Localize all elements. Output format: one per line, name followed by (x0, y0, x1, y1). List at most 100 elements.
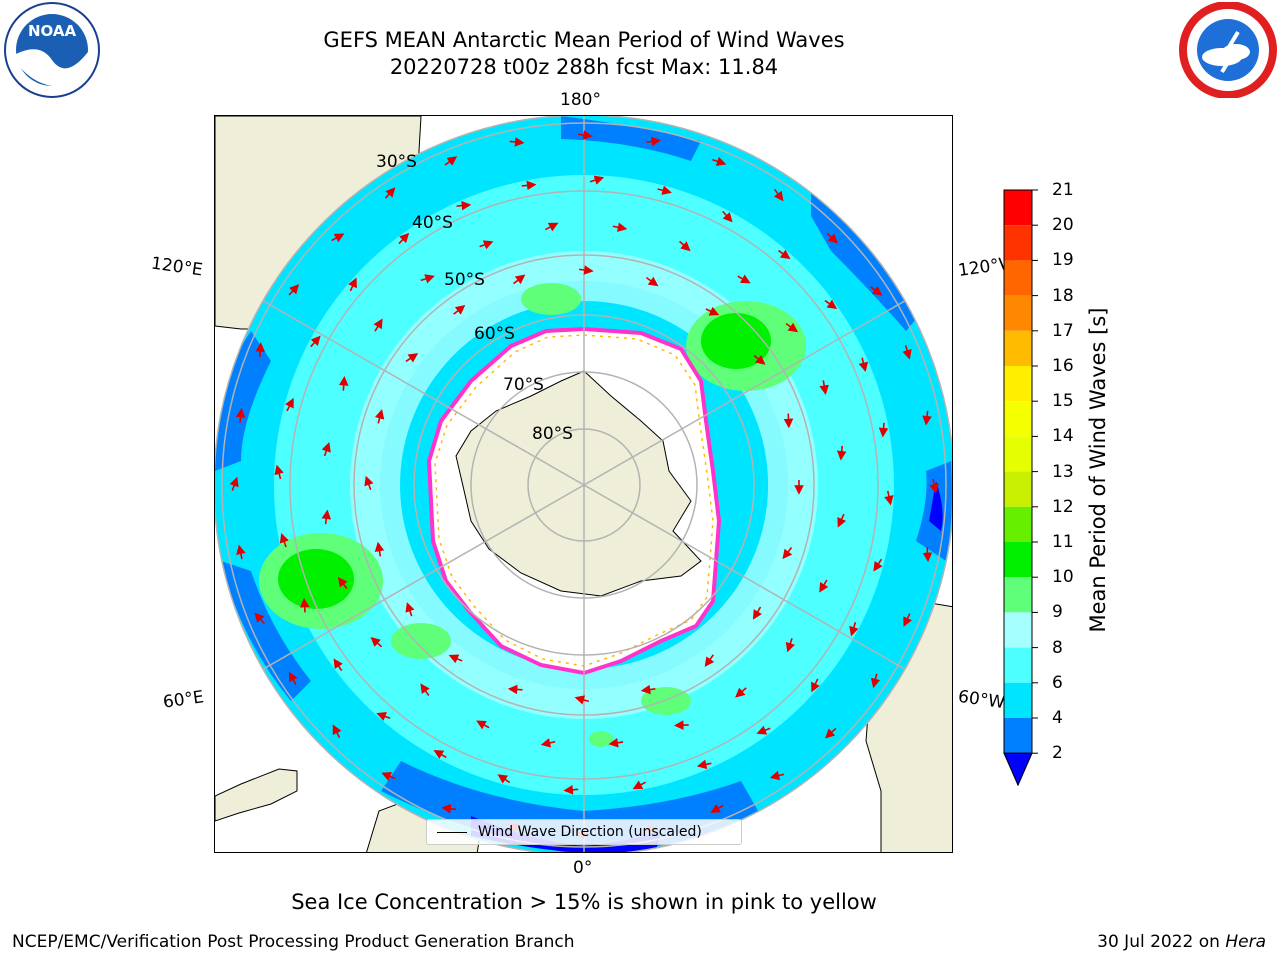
colorbar-tick-label: 8 (1052, 637, 1063, 658)
wind-wave-arrow (819, 380, 829, 395)
wind-wave-arrow (563, 785, 579, 795)
wind-wave-arrow (737, 274, 751, 284)
wind-wave-arrow (507, 684, 523, 695)
wind-wave-arrow (870, 673, 881, 689)
wind-wave-arrow (929, 478, 939, 494)
colorbar-tick-label: 21 (1052, 180, 1074, 200)
wind-wave-arrow (878, 422, 889, 438)
wind-wave-arrow (873, 558, 883, 572)
wind-wave-arrow (824, 299, 838, 310)
colorbar-bin (1004, 295, 1032, 331)
wind-wave-arrow (824, 727, 837, 739)
wind-wave-arrow (229, 476, 239, 491)
wind-wave-arrow (456, 200, 472, 211)
wind-wave-arrow (903, 613, 912, 627)
wind-wave-arrow (646, 136, 662, 147)
wind-wave-arrow (849, 622, 859, 637)
colorbar-tick-label: 20 (1052, 215, 1074, 236)
wind-wave-arrow (235, 407, 246, 423)
wind-wave-arrow (752, 606, 762, 620)
wind-wave-arrow (785, 322, 799, 333)
wind-wave-arrow (420, 683, 430, 696)
colorbar-bin (1004, 190, 1032, 226)
wind-wave-arrow (370, 637, 383, 648)
footer-credit: NCEP/EMC/Verification Post Processing Pr… (12, 932, 575, 952)
wind-wave-arrow (722, 210, 733, 223)
wind-wave-arrow (705, 306, 720, 316)
lon-label-60e: 60°E (161, 687, 206, 713)
wind-wave-arrow (374, 541, 385, 557)
wind-wave-arrow (398, 232, 410, 245)
wind-wave-arrow (331, 233, 345, 243)
wind-wave-arrow (476, 720, 490, 730)
map-frame (214, 115, 953, 853)
wind-wave-arrow (321, 442, 331, 457)
wind-wave-arrow (348, 277, 357, 292)
wind-wave-arrow (884, 490, 894, 506)
colorbar-under-triangle (1003, 752, 1033, 786)
wind-wave-arrow (453, 305, 466, 315)
colorbar-bin (1004, 225, 1032, 261)
colorbar-tick-label: 11 (1052, 532, 1074, 552)
colorbar-tick-label: 14 (1052, 426, 1074, 447)
wind-wave-arrow (858, 357, 869, 373)
colorbar-bin (1004, 506, 1032, 542)
sea-ice-caption: Sea Ice Concentration > 15% is shown in … (291, 890, 877, 914)
lat-label-40s: 40°S (412, 213, 453, 233)
colorbar-bin (1004, 401, 1032, 437)
wind-wave-arrow (509, 137, 525, 147)
footer-machine: Hera (1225, 932, 1266, 952)
wind-wave-arrow (769, 770, 785, 781)
wind-wave-arrow (364, 475, 374, 490)
wind-wave-arrow (381, 772, 396, 781)
wind-wave-arrow (782, 547, 793, 560)
colorbar (1003, 189, 1038, 786)
wind-wave-arrow (819, 579, 829, 593)
wind-wave-arrow (902, 345, 912, 360)
colorbar-bin (1004, 612, 1032, 648)
wind-wave-arrow (710, 803, 724, 813)
map-subtitle: 20220728 t00z 288h fcst Max: 11.84 (389, 55, 779, 79)
colorbar-bin (1004, 542, 1032, 578)
wind-wave-arrow (310, 335, 321, 348)
wind-wave-arrow (696, 759, 712, 770)
wind-wave-arrow (922, 547, 933, 563)
colorbar-label: Mean Period of Wind Waves [s] (1086, 307, 1110, 633)
lat-label-60s: 60°S (474, 324, 515, 344)
wind-wave-arrow (837, 513, 847, 528)
nws-logo (1178, 1, 1278, 102)
wind-wave-arrow (288, 284, 300, 296)
lon-label-top: 180° (560, 90, 601, 110)
wind-wave-arrow (645, 276, 659, 287)
wind-wave-arrow (777, 249, 791, 260)
wind-wave-arrow (274, 464, 284, 480)
lat-label-70s: 70°S (503, 375, 544, 395)
wind-wave-arrow (420, 274, 435, 284)
colorbar-bin (1004, 577, 1032, 613)
wind-wave-arrow (441, 803, 456, 814)
wind-wave-arrow (288, 671, 298, 686)
colorbar-tick-label: 15 (1052, 391, 1074, 412)
lon-label-60w: 60°W (956, 686, 1007, 714)
wind-wave-arrow (405, 602, 415, 617)
wind-wave-arrow (679, 240, 691, 252)
colorbar-tick-label: 2 (1052, 743, 1063, 764)
wind-wave-arrow (632, 780, 647, 790)
wind-wave-arrow (254, 612, 265, 625)
map-title: GEFS MEAN Antarctic Mean Period of Wind … (323, 28, 845, 52)
colorbar-tick-label: 4 (1052, 708, 1063, 728)
colorbar-bin (1004, 647, 1032, 683)
wind-wave-arrows (229, 130, 939, 840)
wind-wave-arrow (479, 240, 494, 250)
land-madagascar (215, 768, 298, 822)
wind-wave-arrow (773, 188, 784, 202)
wind-wave-arrow (338, 375, 349, 391)
map-legend: Wind Wave Direction (unscaled) (426, 819, 742, 845)
map-plot (215, 116, 952, 852)
wind-wave-arrow (753, 354, 766, 365)
wind-wave-arrow (657, 185, 672, 195)
wind-wave-arrow (869, 286, 883, 296)
wind-wave-arrow (405, 353, 419, 363)
wind-wave-arrow (513, 274, 526, 285)
wind-wave-arrow (735, 687, 747, 698)
